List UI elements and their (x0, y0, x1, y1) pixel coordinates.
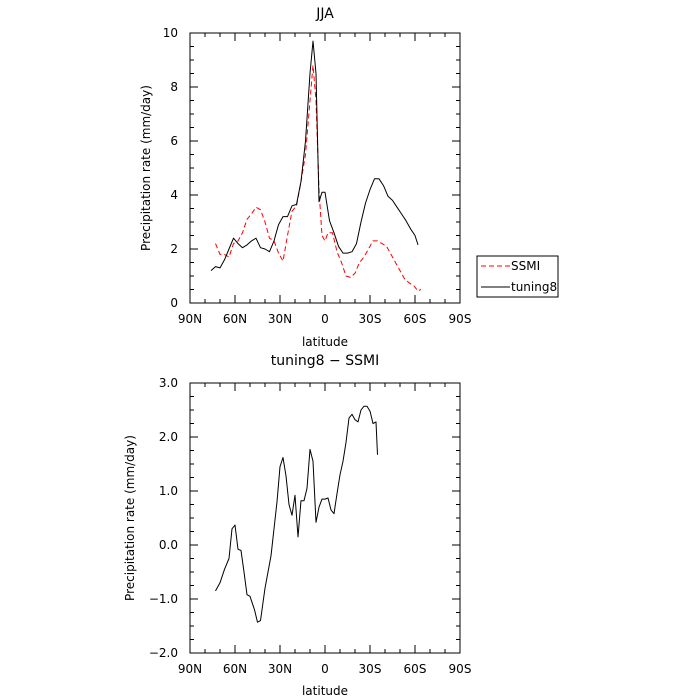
x-tick-label: 90N (178, 662, 202, 676)
y-tick-label: 1.0 (159, 484, 178, 498)
chart-panel-jja: JJA 90N 60N 30N 0 30S 60S 90S 0 2 4 6 8 10 latitude… (139, 6, 559, 349)
chart-panel-difference: tuning8 − SSMI 90N 60N 30N 0 30S 60S 90S −2.0−… (123, 353, 471, 698)
x-tick-label: 0 (321, 312, 329, 326)
y-tick-label: 10 (163, 26, 178, 40)
x-tick-label: 30N (268, 662, 292, 676)
y-tick-label: −2.0 (149, 646, 178, 660)
x-tick-label: 30S (359, 312, 382, 326)
y-tick-label: 0.0 (159, 538, 178, 552)
x-tick-label: 0 (321, 662, 329, 676)
y-tick-label: 8 (170, 80, 178, 94)
x-tick-label: 60N (223, 312, 247, 326)
y-tick-label: 2 (170, 242, 178, 256)
axis-ticks (189, 382, 461, 654)
y-tick-label: 2.0 (159, 430, 178, 444)
legend-label-ssmi: SSMI (511, 259, 540, 273)
series-line-tuning8 (210, 40, 419, 271)
series-line-difference (215, 405, 378, 623)
y-tick-label: −1.0 (149, 592, 178, 606)
x-tick-label: 30N (268, 312, 292, 326)
plot-frame (189, 382, 461, 654)
legend: SSMI tuning8 (476, 255, 559, 298)
y-tick-label: 6 (170, 134, 178, 148)
plot-area (189, 32, 461, 304)
y-axis-tick-labels: 0 2 4 6 8 10 (163, 26, 178, 310)
chart-title: JJA (315, 6, 334, 22)
y-axis-label: Precipitation rate (mm/day) (139, 85, 153, 251)
legend-label-tuning8: tuning8 (511, 280, 557, 294)
axis-ticks (189, 32, 461, 304)
x-tick-label: 60N (223, 662, 247, 676)
series-layer (215, 405, 378, 623)
x-axis-label: latitude (302, 335, 348, 349)
x-tick-label: 90S (449, 662, 472, 676)
legend-box (476, 255, 559, 298)
plot-frame (189, 32, 461, 304)
x-tick-label: 60S (404, 662, 427, 676)
x-axis-tick-labels: 90N 60N 30N 0 30S 60S 90S (178, 662, 472, 676)
x-axis-label: latitude (302, 684, 348, 698)
y-tick-label: 0 (170, 296, 178, 310)
x-tick-label: 30S (359, 662, 382, 676)
y-tick-label: 4 (170, 188, 178, 202)
y-axis-label: Precipitation rate (mm/day) (123, 435, 137, 601)
y-tick-label: 3.0 (159, 376, 178, 390)
plot-area (189, 382, 461, 654)
x-tick-label: 60S (404, 312, 427, 326)
x-axis-tick-labels: 90N 60N 30N 0 30S 60S 90S (178, 312, 472, 326)
series-layer (210, 40, 422, 292)
chart-title: tuning8 − SSMI (271, 353, 379, 369)
y-axis-tick-labels: −2.0 −1.0 0.0 1.0 2.0 3.0 (149, 376, 178, 660)
x-tick-label: 90N (178, 312, 202, 326)
x-tick-label: 90S (449, 312, 472, 326)
